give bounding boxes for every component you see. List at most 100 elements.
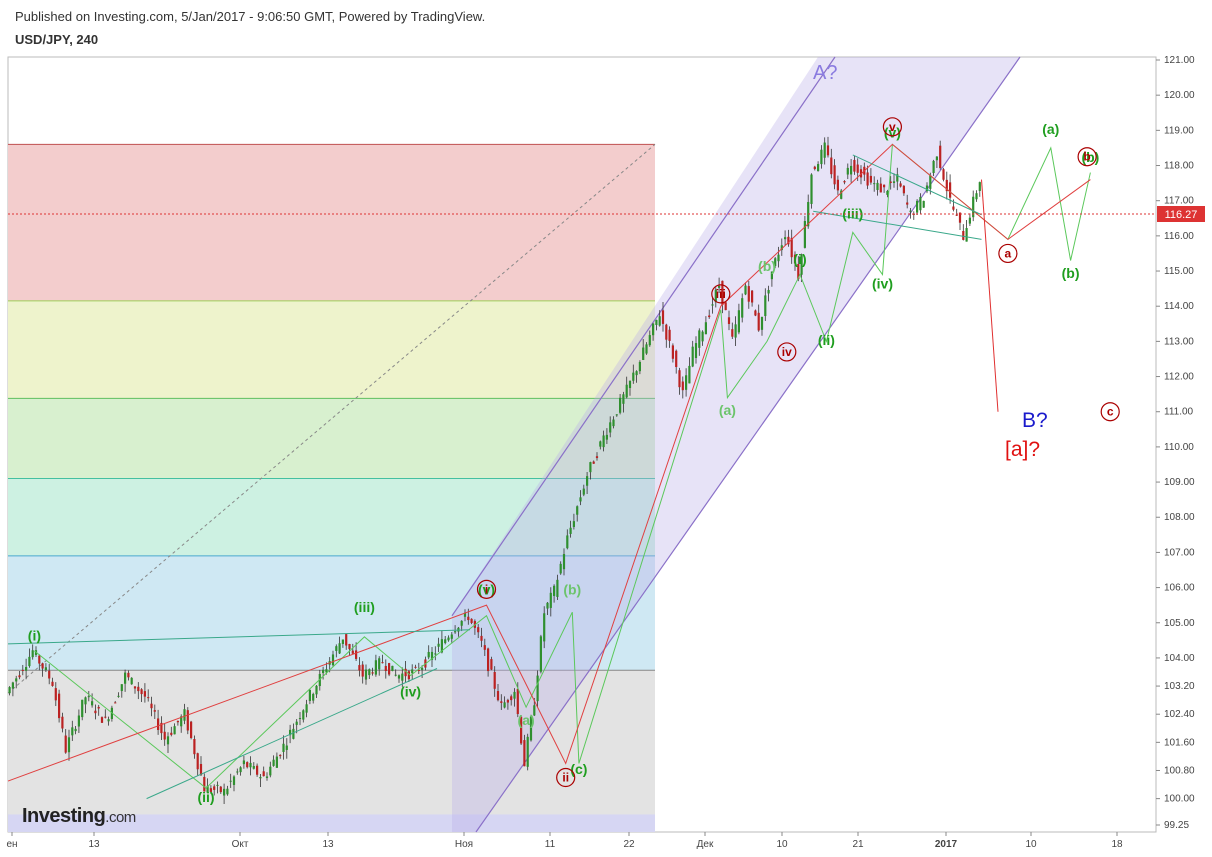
candle-body [609,422,612,433]
candle-body [737,310,740,333]
candle-body [543,613,546,642]
candle-body [447,637,450,641]
candle-body [757,312,760,331]
wave-label: (iii) [354,599,375,615]
candle-body [444,639,447,644]
candle-body [414,666,417,668]
y-tick-label: 117.00 [1164,196,1194,207]
y-tick-label: 120.00 [1164,90,1195,101]
candle-body [401,673,404,681]
y-tick-label: 105.00 [1164,618,1195,629]
candle-body [104,716,107,718]
candle-body [968,217,971,224]
candle-body [625,384,628,398]
candle-body [242,760,245,765]
fibonacci-zones [7,143,656,832]
candle-body [843,181,846,183]
candle-body [368,669,371,676]
candle-body [25,666,28,671]
wave-label: (iv) [400,684,421,700]
candle-body [500,701,503,703]
candle-body [378,658,381,670]
candle-body [777,254,780,262]
candle-body [437,643,440,647]
candle-body [496,691,500,701]
candle-body [87,696,90,698]
candle-body [140,689,143,695]
candle-body [850,165,853,175]
circle-label-ring [1100,402,1120,422]
candle-body [246,762,249,768]
candle-body [685,375,688,390]
candle-body [256,765,259,775]
candle-body [883,184,886,188]
wave-label: (a) [518,712,535,728]
candle-body [493,671,496,689]
fib-zone-3 [8,478,655,556]
y-tick-label: 111.00 [1164,407,1194,418]
candle-body [902,185,905,194]
circle-label-ring [777,342,797,362]
candle-body [223,788,226,796]
candle-body [236,771,239,773]
candle-body [605,434,608,440]
candle-body [107,719,110,722]
candle-body [114,702,117,704]
candle-body [701,331,704,342]
candle-body [553,585,556,596]
candle-body [302,710,305,720]
candle-body [249,762,252,768]
wave-label: (ii) [818,332,835,348]
candle-body [150,703,153,709]
candle-body [361,664,364,677]
candle-body [279,754,282,757]
trendline-top [7,629,471,645]
candle-body [124,672,127,684]
x-tick-label: 21 [852,839,864,850]
candle-body [41,663,44,669]
candle-body [671,345,674,359]
candle-body [711,304,714,306]
candle-body [549,592,552,608]
y-tick-label: 109.00 [1164,477,1195,488]
candle-body [708,315,711,318]
y-tick-label: 101.60 [1164,737,1195,748]
x-tick-label: 10 [1025,839,1037,850]
candle-body [704,322,707,335]
candle-body [203,776,206,792]
candle-body [879,183,882,193]
candle-body [54,688,57,701]
candle-body [38,655,41,664]
published-header: Published on Investing.com, 5/Jan/2017 -… [15,9,486,24]
logo-suffix: .com [105,809,136,826]
candle-body [856,164,859,173]
circle-label: a [1005,246,1012,260]
candle-body [793,254,797,264]
x-tick-label: 13 [88,839,100,850]
candle-body [166,736,170,745]
candle-body [866,172,869,186]
y-tick-label: 99.25 [1164,820,1189,831]
candle-body [734,324,737,338]
candle-body [265,776,269,778]
candle-body [655,319,658,325]
annotation-b-question: B? [1022,409,1048,432]
candle-body [341,639,344,644]
candle-body [213,786,216,790]
candle-body [440,639,443,653]
candle-body [516,688,519,715]
candle-body [289,729,292,736]
candle-body [477,627,480,633]
candle-body [731,329,734,337]
candle-body [355,650,358,659]
wave-label: (v) [884,124,901,140]
candle-body [15,678,18,682]
y-axis: 121.00 120.00 119.00 118.00 117.00 116.00 115.… [1156,55,1195,831]
candle-body [546,602,549,609]
candle-body [846,167,849,175]
candle-body [487,648,490,672]
candle-body [463,612,467,617]
candle-body [147,697,150,699]
candle-body [48,670,51,679]
